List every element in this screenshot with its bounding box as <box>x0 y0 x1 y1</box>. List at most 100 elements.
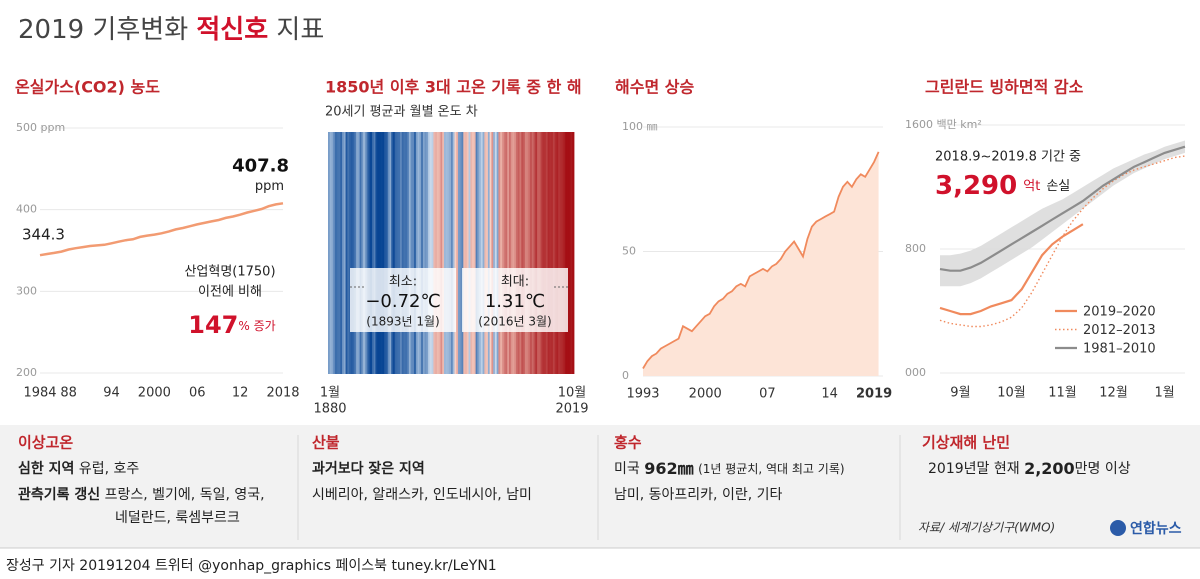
x-tick-month: 1월 <box>320 386 340 401</box>
stripe <box>433 132 436 374</box>
stripe <box>489 132 492 374</box>
stripe <box>363 132 366 374</box>
stripe <box>407 132 410 374</box>
stripe <box>545 132 549 374</box>
stripe <box>547 132 550 374</box>
stripe <box>537 132 540 374</box>
stripe <box>401 132 404 374</box>
y-tick-label: 000 <box>905 366 926 379</box>
stripe <box>508 132 512 374</box>
section-line: 심한 지역 유럽, 호주 <box>18 460 139 477</box>
stripe <box>510 132 513 374</box>
x-tick-label: 9월 <box>950 386 970 401</box>
stripe <box>524 132 527 374</box>
data-line <box>939 155 1186 328</box>
stripe <box>352 132 355 374</box>
stripe <box>544 132 547 374</box>
stripe <box>347 132 350 374</box>
stripe <box>428 132 431 374</box>
y-tick-label: 400 <box>16 203 37 216</box>
stripe <box>498 132 501 374</box>
y-tick-label: 50 <box>622 245 636 258</box>
stripe <box>517 132 520 374</box>
x-tick-label: 11월 <box>1048 386 1077 401</box>
stripe <box>366 132 369 374</box>
stripe <box>394 132 397 374</box>
stripe <box>373 132 376 374</box>
stripe <box>361 132 364 374</box>
x-tick-label: 1993 <box>626 387 659 402</box>
x-tick-label: 06 <box>189 386 206 401</box>
stripe <box>494 132 498 374</box>
stripe <box>535 132 538 374</box>
stripe <box>429 132 433 374</box>
x-tick-label: 2000 <box>689 387 722 402</box>
section-line: 관측기록 갱신 프랑스, 벨기에, 독일, 영국, <box>18 486 265 503</box>
data-line <box>939 145 1186 272</box>
stripe <box>477 132 480 374</box>
stripe <box>551 132 554 374</box>
data-line <box>642 151 880 369</box>
stripe <box>496 132 499 374</box>
stripe <box>359 132 362 374</box>
stripe <box>405 132 408 374</box>
x-tick-label: 2018 <box>266 386 299 401</box>
stripe <box>486 132 489 374</box>
stripe <box>454 132 457 374</box>
stripe <box>338 132 341 374</box>
chart-title: 해수면 상승 <box>615 78 694 97</box>
chart-title: 온실가스(CO2) 농도 <box>15 78 160 97</box>
chart-title: 1850년 이후 3대 고온 기록 중 한 해 <box>325 78 582 97</box>
chart-subtitle: 20세기 평균과 월별 온도 차 <box>325 105 478 120</box>
stripe <box>473 132 476 374</box>
stripe <box>458 132 461 374</box>
footer: 장성구 기자 20191204 트위터 @yonhap_graphics 페이스… <box>6 558 497 574</box>
y-tick-label: 1600 백만 km² <box>905 118 982 131</box>
stripe <box>493 132 496 374</box>
stripe <box>519 132 522 374</box>
stripe <box>336 132 339 374</box>
stripe <box>436 132 440 374</box>
stripe <box>505 132 508 374</box>
label: 관측기록 갱신 <box>18 486 100 503</box>
section-line: 남미, 동아프리카, 이란, 기타 <box>614 487 783 503</box>
stripe <box>563 132 566 374</box>
x-tick-label: 2019 <box>555 402 588 417</box>
section-heading: 홍수 <box>614 434 642 452</box>
text: 프랑스, 벨기에, 독일, 영국, <box>105 487 265 503</box>
title-pre: 2019 기후변화 <box>18 15 188 45</box>
y-tick-label: 0 <box>622 369 629 382</box>
x-tick-label: 2000 <box>138 386 171 401</box>
stripe <box>487 132 491 374</box>
stripe <box>331 132 334 374</box>
stripe <box>345 132 348 374</box>
annotation-value: 147% 증가 <box>188 311 275 339</box>
callout-value: 1.31℃ <box>485 291 545 312</box>
stripe <box>328 132 331 374</box>
x-tick-label: 14 <box>821 387 838 402</box>
stripe <box>470 132 473 374</box>
callout-box <box>462 268 568 332</box>
stripe <box>356 132 359 374</box>
x-tick-label: 12월 <box>1099 386 1128 401</box>
stripe <box>456 132 459 374</box>
section-heading: 기상재해 난민 <box>922 434 1010 452</box>
stripe <box>570 132 573 374</box>
x-tick-label: 1월 <box>1154 386 1174 401</box>
stripe <box>343 132 346 374</box>
stripe <box>424 132 427 374</box>
stripe <box>500 132 503 374</box>
title-post: 지표 <box>276 15 324 45</box>
stripe <box>357 132 361 374</box>
stripe <box>385 132 389 374</box>
value: 2,200 <box>1024 459 1075 478</box>
stripe <box>526 132 529 374</box>
loss-suffix: 손실 <box>1046 179 1070 194</box>
y-tick-label: 100 ㎜ <box>622 120 658 133</box>
x-tick-month: 10월 <box>558 386 587 401</box>
callout-box <box>350 268 456 332</box>
stripe <box>465 132 468 374</box>
logo-mark <box>1110 520 1126 536</box>
legend-swatch-bg <box>1051 321 1171 339</box>
stripe <box>521 132 524 374</box>
